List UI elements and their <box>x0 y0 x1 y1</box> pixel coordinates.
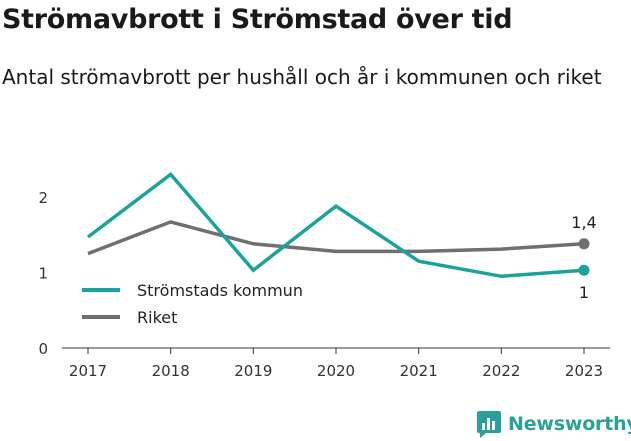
x-tick-label: 2019 <box>234 362 272 380</box>
chart-subtitle: Antal strömavbrott per hushåll och år i … <box>2 65 602 89</box>
legend-label: Riket <box>137 308 177 327</box>
series-line <box>86 172 585 279</box>
x-tick-label: 2021 <box>400 362 438 380</box>
series-end-point <box>578 264 590 276</box>
y-tick-label: 2 <box>38 189 48 207</box>
y-tick-label: 1 <box>38 265 48 283</box>
x-tick-label: 2023 <box>565 362 603 380</box>
x-tick-label: 2018 <box>152 362 190 380</box>
chart-title: Strömavbrott i Strömstad över tid <box>2 4 513 35</box>
y-tick-label: 0 <box>38 340 48 358</box>
newsworthy-logo-icon <box>477 411 501 438</box>
series-end-point <box>578 238 590 250</box>
x-tick-label: 2020 <box>317 362 355 380</box>
x-tick-label: 2017 <box>69 362 107 380</box>
end-value-label: 1 <box>579 283 589 302</box>
end-value-label: 1,4 <box>571 213 596 232</box>
brand-name: Newsworthy <box>508 413 631 435</box>
series-line <box>87 220 585 256</box>
x-tick-label: 2022 <box>482 362 520 380</box>
legend-label: Strömstads kommun <box>137 281 303 300</box>
brand-logo: Newsworthy <box>476 407 631 441</box>
